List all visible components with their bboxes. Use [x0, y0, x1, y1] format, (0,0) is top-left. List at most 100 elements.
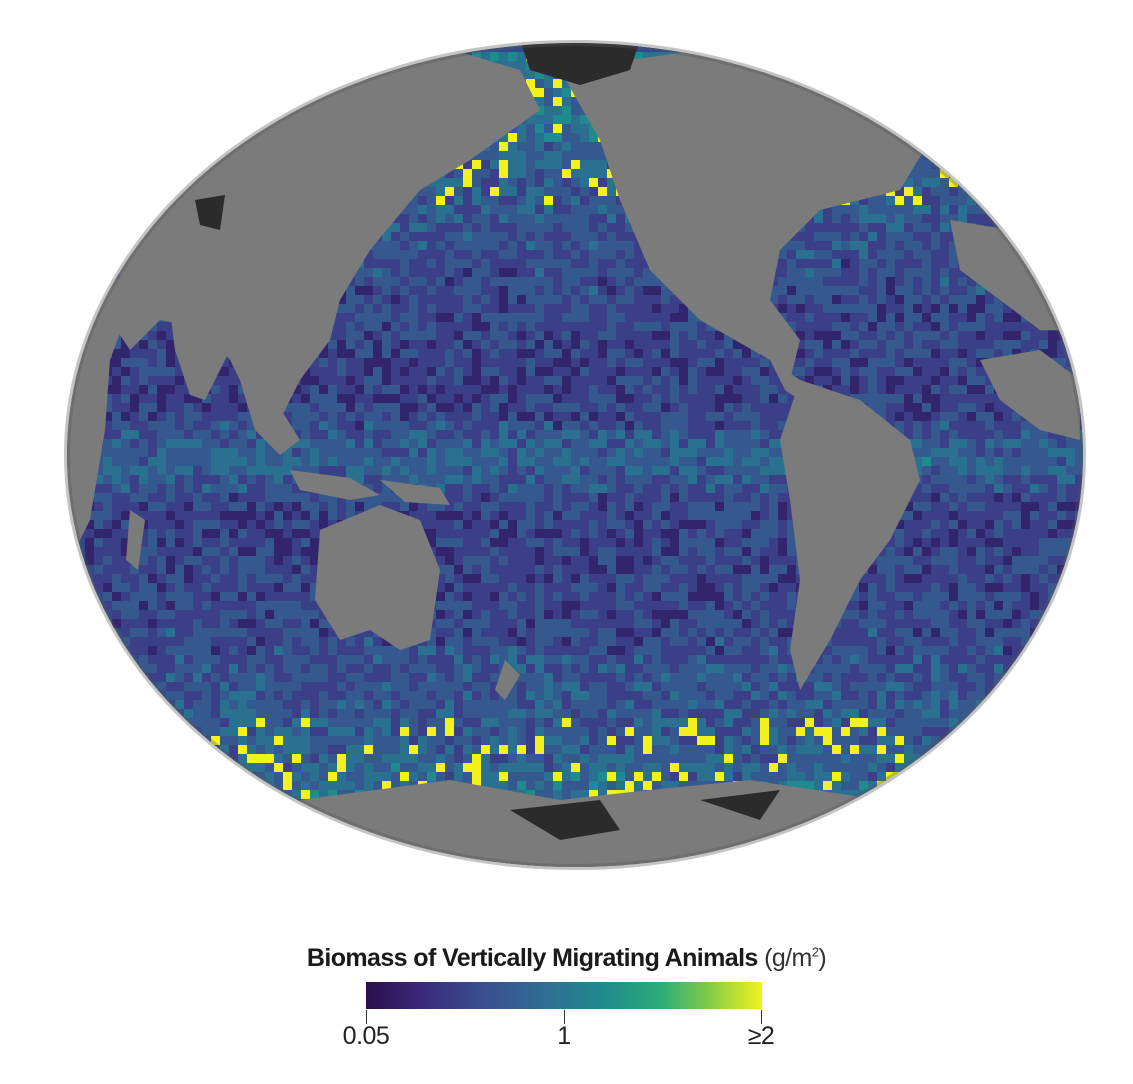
biomass-cell: [1039, 520, 1048, 529]
biomass-cell: [382, 439, 391, 448]
biomass-cell: [499, 169, 508, 178]
biomass-cell: [823, 331, 832, 340]
biomass-cell: [949, 259, 958, 268]
biomass-cell: [256, 493, 265, 502]
biomass-cell: [985, 493, 994, 502]
biomass-cell: [769, 466, 778, 475]
biomass-cell: [238, 511, 247, 520]
biomass-cell: [1048, 448, 1057, 457]
biomass-cell: [418, 340, 427, 349]
biomass-cell: [850, 277, 859, 286]
biomass-cell: [607, 493, 616, 502]
biomass-cell: [841, 349, 850, 358]
biomass-cell: [778, 520, 787, 529]
biomass-cell: [490, 313, 499, 322]
biomass-cell: [670, 430, 679, 439]
biomass-cell: [616, 223, 625, 232]
biomass-cell: [1003, 475, 1012, 484]
biomass-cell: [112, 349, 121, 358]
biomass-cell: [571, 214, 580, 223]
biomass-cell: [499, 367, 508, 376]
biomass-cell: [355, 421, 364, 430]
biomass-cell: [490, 331, 499, 340]
biomass-cell: [571, 394, 580, 403]
biomass-cell: [499, 286, 508, 295]
biomass-cell: [742, 430, 751, 439]
biomass-cell: [580, 232, 589, 241]
biomass-cell: [148, 403, 157, 412]
biomass-cell: [571, 376, 580, 385]
biomass-cell: [418, 412, 427, 421]
biomass-cell: [670, 331, 679, 340]
biomass-cell: [427, 367, 436, 376]
biomass-cell: [967, 430, 976, 439]
biomass-cell: [265, 448, 274, 457]
biomass-cell: [562, 286, 571, 295]
biomass-cell: [184, 520, 193, 529]
biomass-cell: [931, 277, 940, 286]
biomass-cell: [193, 412, 202, 421]
biomass-cell: [418, 205, 427, 214]
biomass-cell: [832, 385, 841, 394]
biomass-cell: [553, 205, 562, 214]
biomass-cell: [958, 412, 967, 421]
biomass-cell: [319, 412, 328, 421]
biomass-cell: [94, 529, 103, 538]
biomass-cell: [823, 286, 832, 295]
biomass-cell: [652, 358, 661, 367]
biomass-cell: [301, 385, 310, 394]
biomass-cell: [706, 430, 715, 439]
biomass-cell: [895, 412, 904, 421]
biomass-cell: [463, 466, 472, 475]
biomass-cell: [508, 403, 517, 412]
biomass-cell: [148, 367, 157, 376]
biomass-cell: [157, 520, 166, 529]
biomass-cell: [166, 421, 175, 430]
biomass-cell: [976, 205, 985, 214]
biomass-cell: [337, 448, 346, 457]
biomass-cell: [337, 457, 346, 466]
biomass-cell: [850, 250, 859, 259]
biomass-cell: [355, 502, 364, 511]
biomass-cell: [949, 457, 958, 466]
biomass-cell: [733, 529, 742, 538]
biomass-cell: [652, 421, 661, 430]
biomass-cell: [913, 511, 922, 520]
biomass-cell: [166, 529, 175, 538]
biomass-cell: [508, 277, 517, 286]
biomass-cell: [1048, 493, 1057, 502]
biomass-cell: [985, 430, 994, 439]
biomass-cell: [589, 313, 598, 322]
biomass-cell: [904, 394, 913, 403]
biomass-cell: [337, 331, 346, 340]
biomass-cell: [238, 529, 247, 538]
biomass-cell: [211, 466, 220, 475]
biomass-cell: [976, 331, 985, 340]
biomass-cell: [688, 520, 697, 529]
biomass-cell: [796, 367, 805, 376]
biomass-cell: [166, 466, 175, 475]
biomass-cell: [499, 160, 508, 169]
biomass-cell: [535, 70, 544, 79]
biomass-cell: [724, 358, 733, 367]
biomass-cell: [697, 529, 706, 538]
biomass-cell: [418, 277, 427, 286]
biomass-cell: [1021, 322, 1030, 331]
biomass-cell: [427, 475, 436, 484]
biomass-cell: [526, 142, 535, 151]
biomass-cell: [958, 385, 967, 394]
biomass-cell: [643, 511, 652, 520]
biomass-cell: [931, 322, 940, 331]
biomass-cell: [544, 421, 553, 430]
biomass-cell: [391, 286, 400, 295]
biomass-cell: [598, 232, 607, 241]
biomass-cell: [472, 448, 481, 457]
biomass-cell: [994, 313, 1003, 322]
biomass-cell: [1057, 439, 1066, 448]
biomass-cell: [949, 448, 958, 457]
biomass-cell: [409, 241, 418, 250]
biomass-cell: [103, 412, 112, 421]
biomass-cell: [337, 304, 346, 313]
biomass-cell: [229, 430, 238, 439]
biomass-cell: [382, 475, 391, 484]
